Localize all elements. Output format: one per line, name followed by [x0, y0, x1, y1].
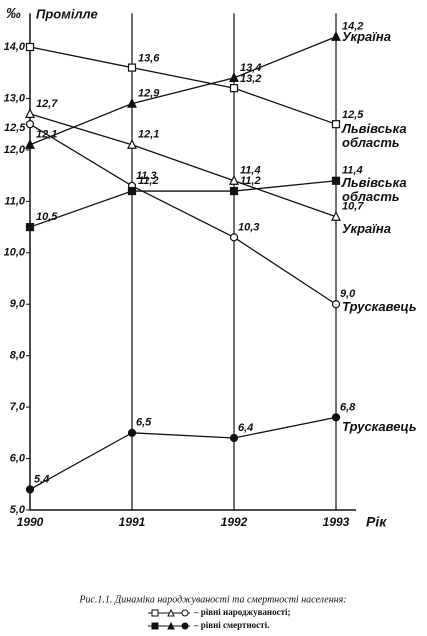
- marker: [25, 138, 35, 149]
- data-label: 11,4: [342, 165, 363, 177]
- y-axis-label: Промілле: [36, 6, 98, 21]
- marker: [127, 186, 137, 196]
- marker: [127, 97, 137, 108]
- legend-death: – рівні смертності.: [193, 620, 269, 630]
- data-label: 12,5: [4, 122, 26, 134]
- legend-birth-markers: [148, 608, 190, 617]
- caption: Рис.1.1. Динаміка народжуваності та смер…: [78, 594, 346, 605]
- data-label: 11,2: [138, 175, 159, 187]
- series-line: [29, 113, 337, 218]
- marker: [331, 210, 341, 221]
- marker: [25, 485, 35, 494]
- y-unit: ‰: [6, 5, 21, 22]
- marker: [25, 222, 35, 232]
- series-label: Україна: [342, 29, 391, 44]
- data-label: 12,5: [342, 109, 364, 121]
- marker: [229, 186, 239, 196]
- data-label: 13,4: [240, 62, 261, 74]
- data-label: 12,9: [138, 88, 160, 100]
- x-tick-label: 1993: [323, 515, 350, 529]
- data-label: 6,4: [238, 422, 253, 434]
- data-label: 6,5: [136, 417, 152, 429]
- x-tick-label: 1992: [221, 515, 248, 529]
- y-tick-label: 13,0: [4, 92, 26, 104]
- series-line: [29, 416, 337, 490]
- series-label: Трускавець: [342, 419, 417, 434]
- series-label: Україна: [342, 221, 391, 236]
- series-line: [29, 46, 337, 125]
- x-tick-label: 1990: [17, 515, 44, 529]
- marker: [127, 63, 137, 72]
- marker: [127, 138, 137, 149]
- y-tick-label: 8,0: [10, 350, 26, 362]
- data-label: 12,1: [138, 129, 159, 141]
- x-tick-label: 1991: [119, 515, 146, 529]
- y-tick-label: 9,0: [10, 298, 26, 310]
- y-tick-label: 7,0: [10, 401, 26, 413]
- y-tick-label: 14,0: [4, 41, 26, 53]
- series-label: Львівська область: [342, 121, 407, 150]
- marker: [229, 233, 239, 242]
- data-label: 10,3: [238, 221, 259, 233]
- marker: [25, 108, 35, 118]
- legend-death-markers: [148, 621, 190, 630]
- data-label: 10,5: [36, 211, 58, 223]
- marker: [229, 72, 239, 82]
- data-label: 11,3: [136, 170, 157, 182]
- marker: [331, 413, 341, 422]
- data-label: 11,4: [240, 165, 261, 177]
- series-line: [29, 180, 337, 228]
- data-label: 12,1: [36, 129, 57, 141]
- data-label: 14,2: [342, 21, 363, 33]
- data-label: 6,8: [340, 401, 356, 413]
- data-label: 11,2: [240, 175, 261, 187]
- marker: [25, 120, 35, 129]
- marker: [229, 433, 239, 443]
- data-label: 9,0: [340, 288, 356, 300]
- data-label: 13,2: [240, 73, 261, 85]
- series-line: [29, 36, 337, 146]
- y-tick-label: 12,0: [4, 144, 26, 156]
- marker: [331, 176, 341, 185]
- y-tick-label: 5,0: [10, 504, 26, 516]
- data-label: 5,4: [34, 473, 49, 485]
- y-tick-label: 11,0: [4, 195, 25, 207]
- data-label: 13,6: [138, 53, 160, 65]
- y-tick-label: 10,0: [4, 247, 26, 259]
- marker: [25, 42, 35, 52]
- legend-birth: – рівні народжуваності;: [193, 607, 291, 617]
- series-line: [29, 123, 337, 305]
- data-label: 10,7: [342, 201, 364, 213]
- series-label: Трускавець: [342, 299, 417, 314]
- marker: [331, 30, 341, 41]
- data-label: 12,7: [36, 98, 58, 110]
- marker: [331, 120, 341, 129]
- marker: [331, 300, 341, 309]
- marker: [127, 428, 137, 437]
- marker: [229, 84, 239, 93]
- marker: [229, 174, 239, 185]
- y-tick-label: 6,0: [10, 452, 26, 464]
- series-label: Львівська область: [342, 175, 407, 204]
- x-axis-label: Рік: [366, 514, 387, 530]
